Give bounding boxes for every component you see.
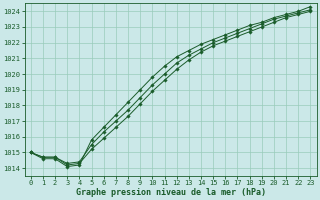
X-axis label: Graphe pression niveau de la mer (hPa): Graphe pression niveau de la mer (hPa): [76, 188, 266, 197]
